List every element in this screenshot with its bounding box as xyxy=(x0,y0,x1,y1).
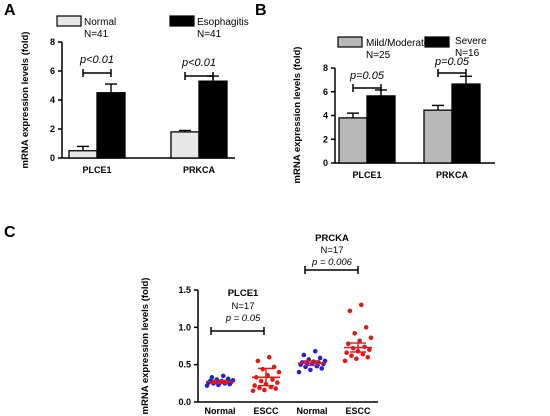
p-value-A-1: p<0.01 xyxy=(181,57,216,69)
y-axis-label-C: mRNA expression levels (fold) xyxy=(140,278,151,415)
data-point-C-3-16 xyxy=(358,302,364,308)
gene-label-C-1: PRCKA xyxy=(315,233,349,244)
legend-label-A-0: Normal xyxy=(84,17,116,28)
legend-label-A-1: Esophagitis xyxy=(197,17,249,28)
data-point-C-1-9 xyxy=(270,377,275,382)
data-point-C-2-2 xyxy=(319,366,325,371)
data-point-C-2-16 xyxy=(312,348,318,354)
bar-B-PRKCA-1 xyxy=(451,83,481,164)
data-point-C-1-7 xyxy=(275,380,280,385)
y-tick-label-C: 0.0 xyxy=(178,397,191,407)
y-tick-label-C: 1.0 xyxy=(178,322,191,332)
data-point-C-0-15 xyxy=(209,375,215,380)
data-point-C-3-13 xyxy=(352,331,358,336)
y-tick-label-B: 2 xyxy=(323,134,328,144)
y-axis-label-A: mRNA expression levels (fold) xyxy=(20,32,31,169)
legend-n-B-0: N=25 xyxy=(366,50,391,61)
data-point-C-3-1 xyxy=(354,356,359,361)
y-tick-label-A: 6 xyxy=(50,66,55,76)
bar-A-PRKCA-0 xyxy=(170,131,200,159)
x-tick-label-C-0: Normal xyxy=(204,406,235,416)
data-point-C-1-5 xyxy=(252,383,257,388)
data-point-C-3-10 xyxy=(345,341,351,347)
y-axis-label-B: mRNA expression levels (fold) xyxy=(292,47,303,184)
data-point-C-2-12 xyxy=(322,358,328,364)
data-point-C-3-15 xyxy=(347,308,353,314)
legend-swatch-B-1 xyxy=(424,36,450,48)
y-tick-label-C: 1.5 xyxy=(178,285,191,295)
legend-n-A-0: N=41 xyxy=(84,29,109,40)
data-point-C-1-13 xyxy=(260,366,266,372)
legend-swatch-B-0 xyxy=(337,36,363,48)
p-value-B-1: p=0.05 xyxy=(434,56,470,68)
x-tick-label-C-2: Normal xyxy=(296,406,327,416)
y-tick-label-A: 0 xyxy=(50,153,55,163)
p-value-A-0: p<0.01 xyxy=(79,54,114,66)
bar-A-PLCE1-1 xyxy=(96,92,126,159)
p-value-B-0: p=0.05 xyxy=(349,70,385,82)
legend-n-B-1: N=16 xyxy=(455,48,480,59)
p-value-C-0: p = 0.05 xyxy=(225,313,261,324)
y-tick-label-B: 6 xyxy=(323,87,328,97)
y-tick-label-A: 4 xyxy=(50,95,55,105)
y-tick-label-A: 2 xyxy=(50,124,55,134)
data-point-C-3-0 xyxy=(342,358,348,364)
data-point-C-1-2 xyxy=(273,386,279,391)
data-point-C-1-12 xyxy=(276,369,282,375)
n-label-C-1: N=17 xyxy=(321,245,344,256)
data-point-C-3-12 xyxy=(368,335,374,341)
n-label-C-0: N=17 xyxy=(232,301,255,312)
data-point-C-1-16 xyxy=(266,354,272,360)
x-tick-label-A-PLCE1: PLCE1 xyxy=(82,165,111,175)
data-point-C-1-15 xyxy=(255,358,261,364)
data-point-C-3-5 xyxy=(344,350,349,356)
bar-B-PLCE1-1 xyxy=(366,95,396,164)
panel-letter-B: B xyxy=(255,2,267,19)
legend-n-A-1: N=41 xyxy=(197,29,222,40)
legend-label-B-0: Mild/Moderate xyxy=(366,38,430,49)
y-tick-label-A: 8 xyxy=(50,37,55,47)
data-point-C-3-4 xyxy=(360,351,366,357)
data-point-C-3-11 xyxy=(357,338,362,344)
gene-label-C-0: PLCE1 xyxy=(228,288,259,299)
x-tick-label-B-PLCE1: PLCE1 xyxy=(352,170,381,180)
x-tick-label-C-3: ESCC xyxy=(345,406,371,416)
data-point-C-3-2 xyxy=(365,354,371,360)
panel-letter-C: C xyxy=(4,224,16,241)
panel-letter-A: A xyxy=(4,2,16,19)
y-tick-label-B: 0 xyxy=(323,158,328,168)
legend-swatch-A-0 xyxy=(56,15,82,27)
data-point-C-2-0 xyxy=(296,369,302,375)
bar-A-PRKCA-1 xyxy=(198,80,228,159)
data-point-C-0-16 xyxy=(220,373,226,379)
x-tick-label-A-PRKCA: PRKCA xyxy=(183,165,216,175)
p-value-C-1: p = 0.006 xyxy=(311,257,353,268)
bar-B-PLCE1-0 xyxy=(338,117,368,164)
data-point-C-1-0 xyxy=(250,388,256,394)
x-tick-label-C-1: ESCC xyxy=(253,406,279,416)
legend-swatch-A-1 xyxy=(169,15,195,27)
y-tick-label-B: 8 xyxy=(323,63,328,73)
data-point-C-3-14 xyxy=(363,325,369,330)
data-point-C-3-3 xyxy=(349,353,354,359)
data-point-C-2-1 xyxy=(308,367,313,373)
data-point-C-1-8 xyxy=(258,378,264,384)
data-point-C-1-3 xyxy=(257,385,262,391)
data-point-C-3-7 xyxy=(367,347,372,353)
data-point-C-2-15 xyxy=(301,352,307,358)
bar-A-PLCE1-0 xyxy=(68,150,98,159)
data-point-C-2-14 xyxy=(317,355,323,361)
y-tick-label-C: 0.5 xyxy=(178,360,191,370)
legend-label-B-1: Severe xyxy=(455,36,487,47)
y-tick-label-B: 4 xyxy=(323,111,328,121)
bar-B-PRKCA-0 xyxy=(423,109,453,164)
data-point-C-1-1 xyxy=(262,387,267,393)
x-tick-label-B-PRKCA: PRKCA xyxy=(436,170,469,180)
